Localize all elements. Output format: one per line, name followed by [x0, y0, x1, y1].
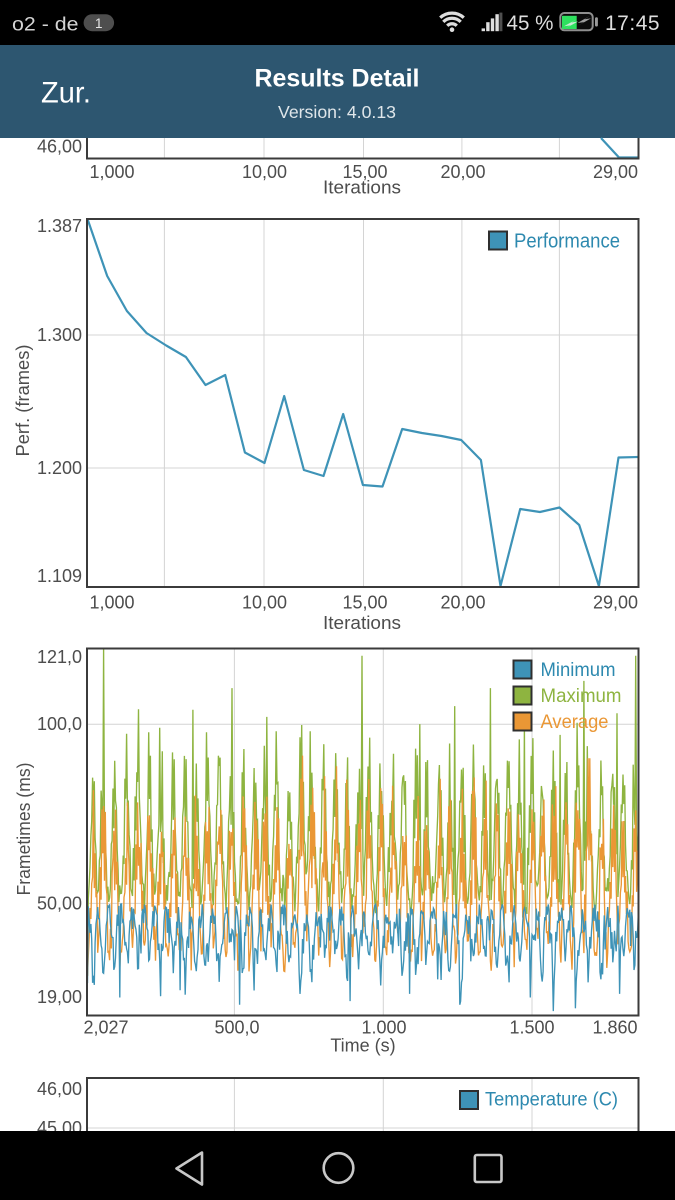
svg-text:Zur.: Zur.: [41, 77, 91, 110]
svg-text:10,00: 10,00: [242, 162, 287, 182]
svg-text:1: 1: [95, 16, 103, 31]
svg-text:46,00: 46,00: [37, 1079, 82, 1099]
svg-text:46,00: 46,00: [37, 137, 82, 157]
svg-text:2,027: 2,027: [83, 1018, 128, 1038]
svg-text:Time (s): Time (s): [330, 1036, 395, 1056]
svg-text:Frametimes (ms): Frametimes (ms): [14, 763, 34, 896]
svg-text:500,0: 500,0: [214, 1018, 259, 1038]
svg-text:15,00: 15,00: [342, 162, 387, 182]
svg-text:1.200: 1.200: [37, 458, 82, 478]
svg-text:Performance: Performance: [514, 231, 620, 253]
svg-text:Minimum: Minimum: [541, 659, 616, 681]
svg-text:1.500: 1.500: [509, 1018, 554, 1038]
svg-text:100,0: 100,0: [37, 714, 82, 734]
svg-text:Version: 4.0.13: Version: 4.0.13: [278, 102, 396, 122]
svg-text:Results Detail: Results Detail: [255, 65, 420, 93]
svg-text:19,00: 19,00: [37, 987, 82, 1007]
svg-text:Temperature (C): Temperature (C): [485, 1090, 618, 1111]
svg-text:29,00: 29,00: [593, 593, 638, 613]
svg-text:1,000: 1,000: [89, 162, 134, 182]
svg-text:1.300: 1.300: [37, 325, 82, 345]
svg-text:1.109: 1.109: [37, 566, 82, 586]
svg-text:50,00: 50,00: [37, 894, 82, 914]
svg-text:1.387: 1.387: [37, 216, 82, 236]
svg-text:Maximum: Maximum: [541, 685, 622, 707]
svg-text:1,000: 1,000: [89, 593, 134, 613]
svg-text:Average: Average: [541, 711, 609, 733]
svg-text:45 %: 45 %: [507, 12, 554, 35]
svg-text:15,00: 15,00: [342, 593, 387, 613]
svg-text:20,00: 20,00: [440, 593, 485, 613]
svg-text:10,00: 10,00: [242, 593, 287, 613]
svg-text:29,00: 29,00: [593, 162, 638, 182]
svg-text:o2 - de: o2 - de: [12, 14, 79, 36]
svg-text:Iterations: Iterations: [323, 613, 401, 633]
svg-text:Iterations: Iterations: [323, 178, 401, 198]
svg-text:Perf. (frames): Perf. (frames): [13, 345, 33, 457]
svg-text:1.000: 1.000: [361, 1018, 406, 1038]
svg-text:1.860: 1.860: [592, 1018, 637, 1038]
svg-text:20,00: 20,00: [440, 162, 485, 182]
svg-text:121,0: 121,0: [37, 647, 82, 667]
svg-text:17:45: 17:45: [605, 12, 660, 35]
